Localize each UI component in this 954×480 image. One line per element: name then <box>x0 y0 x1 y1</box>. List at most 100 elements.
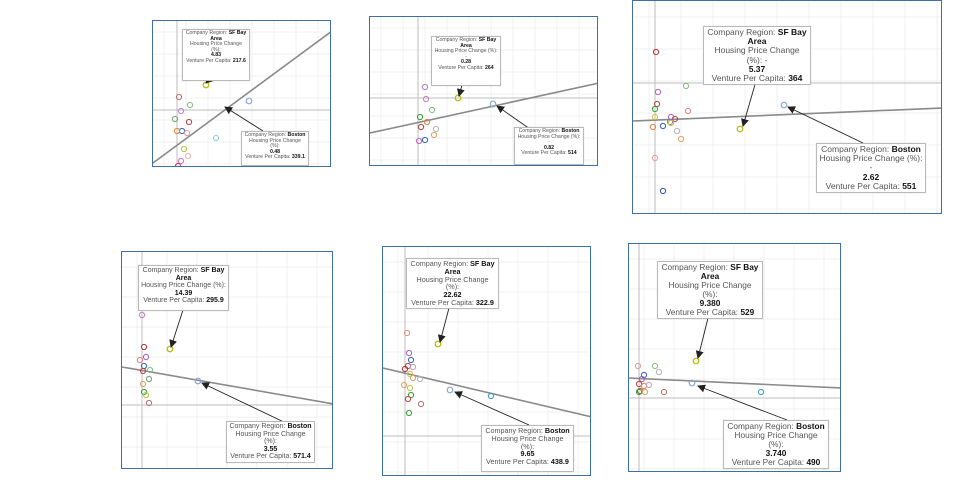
hpc-value: 9.65 <box>520 449 535 459</box>
data-point <box>406 384 414 392</box>
vpc-value: 551 <box>902 180 917 191</box>
callout-arrow-sf <box>205 75 214 84</box>
data-point <box>487 392 495 400</box>
vpc-label: Venture Per Capita: <box>411 297 474 307</box>
data-point-boston <box>446 386 454 394</box>
region-value: SF Bay Area <box>210 30 247 42</box>
callout-arrow-sf <box>695 313 710 359</box>
trend-line <box>383 367 590 418</box>
hpc-value: 14.39 <box>174 289 193 297</box>
data-point <box>173 127 181 135</box>
vpc-value: 322.9 <box>475 297 494 307</box>
scatter-panel: Company Region: SF Bay Area Housing Price… <box>628 243 841 472</box>
region-value: Boston <box>561 128 580 134</box>
data-point-boston <box>780 101 788 109</box>
data-point <box>400 381 408 389</box>
region-label: Company Region: <box>229 423 286 430</box>
hpc-value: 2.62 <box>862 171 880 182</box>
region-label: Company Region: <box>727 421 794 431</box>
tooltip-sf-bay-area: Company Region: SF Bay Area Housing Price… <box>406 258 499 309</box>
callout-arrow-sf <box>437 307 450 343</box>
data-point <box>667 113 675 121</box>
hpc-value: 0.28 <box>460 59 472 66</box>
data-point <box>407 356 415 364</box>
region-value: Boston <box>544 426 570 435</box>
region-label: Company Region: <box>518 128 561 134</box>
tooltip-sf-bay-area: Company Region: SF Bay Area Housing Price… <box>703 26 811 86</box>
callout-arrow-boston <box>224 106 264 132</box>
tooltip-region-row: Company Region: Boston <box>726 422 826 431</box>
tooltip-boston: Company Region: Boston Housing Price Chan… <box>514 127 584 165</box>
vpc-label: Venture Per Capita: <box>486 457 549 467</box>
trend-line <box>633 107 941 122</box>
data-point <box>653 100 661 108</box>
hpc-label: Housing Price Change (%): <box>190 41 242 53</box>
vpc-value: 529 <box>740 306 755 317</box>
data-point <box>177 157 185 165</box>
vpc-label: Venture Per Capita: <box>438 65 484 72</box>
data-point <box>421 136 429 144</box>
tooltip-boston: Company Region: Boston Housing Price Chan… <box>816 143 926 193</box>
data-point <box>659 122 667 130</box>
data-point <box>645 381 653 389</box>
data-point-sf-bay-area <box>692 357 700 365</box>
region-label: Company Region: <box>244 132 287 138</box>
region-label: Company Region: <box>485 426 543 435</box>
trend-line <box>629 377 840 389</box>
data-point <box>654 88 662 96</box>
tooltip-vpc-row: Venture Per Capita: 217.6 <box>185 58 247 65</box>
hpc-value: 0.48 <box>269 148 281 155</box>
trend-line <box>153 31 330 164</box>
tooltip-boston: Company Region: Boston Housing Price Chan… <box>241 131 309 166</box>
data-point <box>405 409 413 417</box>
data-point <box>178 127 186 135</box>
tooltip-boston: Company Region: Boston Housing Price Chan… <box>723 420 829 469</box>
vpc-value: 217.6 <box>232 58 246 65</box>
data-point <box>428 106 436 114</box>
hpc-label: Housing Price Change (%): - <box>714 45 800 65</box>
callout-arrow-boston <box>787 106 864 144</box>
data-point <box>430 131 438 139</box>
vpc-label: Venture Per Capita: <box>186 58 232 65</box>
data-point <box>409 374 417 382</box>
scatter-panel: Company Region: SF Bay Area Housing Price… <box>152 20 331 167</box>
tooltip-region-row: Company Region: SF Bay Area <box>409 260 496 276</box>
hpc-label: Housing Price Change (%): <box>141 282 226 290</box>
tooltip-vpc-row: Venture Per Capita: 490 <box>726 456 826 467</box>
region-value: SF Bay Area <box>175 267 225 282</box>
data-point <box>684 107 692 115</box>
tooltip-sf-bay-area: Company Region: SF Bay Area Housing Price… <box>431 36 501 86</box>
data-point <box>415 137 423 145</box>
vpc-value: 364 <box>788 72 803 83</box>
trend-line <box>370 82 597 134</box>
data-point <box>416 375 424 383</box>
scatter-panel: Company Region: SF Bay Area Housing Price… <box>632 0 942 214</box>
vpc-value: 339.1 <box>291 154 305 161</box>
tooltip-vpc-row: Venture Per Capita: 264 <box>434 65 498 72</box>
tooltip-region-row: Company Region: SF Bay Area <box>185 30 247 42</box>
data-point <box>145 399 153 407</box>
data-point <box>652 48 660 56</box>
data-point <box>422 95 430 103</box>
vpc-value: 571.4 <box>293 453 311 461</box>
data-point <box>416 113 424 121</box>
tooltip-vpc-row: Venture Per Capita: 339.1 <box>244 155 306 161</box>
tooltip-vpc-row: Venture Per Capita: 322.9 <box>409 297 496 307</box>
data-point <box>651 362 659 370</box>
callout-arrow-boston <box>697 384 788 421</box>
hpc-value: 3.740 <box>765 447 787 458</box>
data-point-boston <box>245 97 253 105</box>
data-point <box>138 311 146 319</box>
vpc-label: Venture Per Capita: <box>731 456 805 467</box>
tooltip-region-row: Company Region: Boston <box>229 423 312 431</box>
tooltip-region-row: Company Region: Boston <box>517 128 581 135</box>
data-point <box>140 343 148 351</box>
data-point <box>171 115 179 123</box>
data-point <box>142 353 150 361</box>
data-point <box>660 388 668 396</box>
data-point <box>139 367 147 375</box>
hpc-label: Housing Price Change (%): <box>668 279 752 299</box>
callout-arrow-boston <box>201 382 289 425</box>
data-point <box>635 380 643 388</box>
data-point <box>177 107 185 115</box>
